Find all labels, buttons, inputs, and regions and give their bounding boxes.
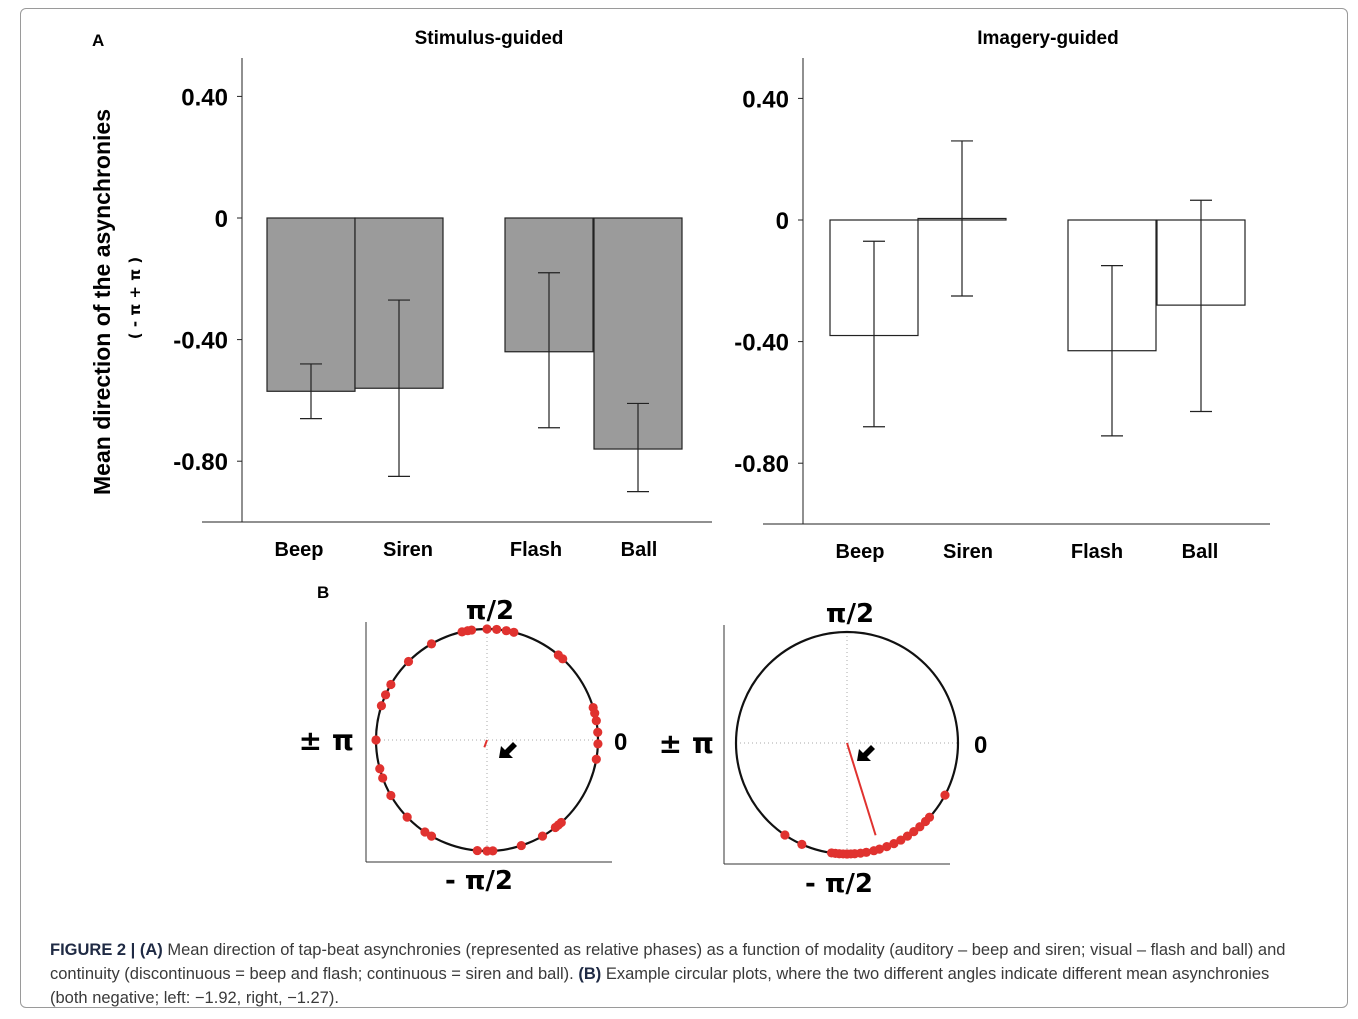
chart-title: Stimulus-guided — [415, 28, 564, 49]
data-point — [896, 835, 906, 845]
label-pi-half: π/2 — [826, 599, 874, 629]
y-tick-label: -0.40 — [173, 328, 228, 355]
data-point — [472, 845, 482, 856]
data-point — [537, 831, 548, 841]
data-point — [593, 739, 603, 749]
data-point — [874, 844, 885, 854]
x-tick-label-ball: Ball — [621, 539, 658, 561]
label-zero: 0 — [614, 729, 627, 756]
x-tick-label-flash: Flash — [510, 539, 562, 561]
x-tick-label-beep: Beep — [275, 539, 324, 561]
data-point — [553, 650, 563, 660]
data-point — [588, 702, 598, 713]
y-tick-label: 0.40 — [181, 84, 228, 111]
data-point — [420, 827, 430, 837]
y-axis-label: Mean direction of the asynchronies — [89, 109, 115, 495]
label-plus-minus-pi: ± π — [299, 724, 354, 757]
data-point — [386, 679, 396, 690]
data-point — [386, 790, 396, 801]
y-tick-label: -0.40 — [734, 330, 789, 357]
data-point — [482, 624, 492, 634]
data-point — [371, 735, 381, 745]
data-point — [940, 790, 950, 800]
circular-plot-right: π/2 - π/2 ± π 0 — [659, 599, 988, 899]
label-zero: 0 — [974, 732, 987, 759]
caption-figure-label: FIGURE 2 | — [50, 941, 140, 959]
chart-title: Imagery-guided — [977, 28, 1118, 49]
figure-caption: FIGURE 2 | (A) Mean direction of tap-bea… — [50, 938, 1310, 1010]
caption-b-label: (B) — [578, 965, 602, 983]
label-neg-pi-half: - π/2 — [805, 869, 873, 899]
data-point — [516, 840, 526, 851]
data-point — [426, 831, 437, 841]
bar-chart-stimulus-guided: Stimulus-guided 0.40 0 -0.40 -0.80 Beep Siren F… — [173, 28, 712, 561]
panel-b-label: B — [317, 583, 329, 602]
data-point — [488, 846, 498, 856]
caption-b-text: Example circular plots, where the two di… — [50, 965, 1270, 1007]
label-plus-minus-pi: ± π — [659, 727, 714, 760]
data-point — [861, 847, 871, 857]
data-point — [457, 627, 467, 637]
figure-frame — [20, 8, 1348, 1008]
data-point — [402, 812, 412, 822]
caption-a-text: Mean direction of tap-beat asynchronies … — [50, 941, 1286, 983]
y-tick-label: 0 — [215, 206, 228, 233]
y-tick-label: -0.80 — [734, 451, 789, 478]
data-point — [780, 830, 790, 840]
data-point — [403, 656, 414, 667]
data-point — [492, 624, 502, 635]
arrow-icon — [499, 742, 517, 758]
arrow-icon — [857, 745, 875, 761]
data-point — [501, 626, 511, 636]
bar-chart-imagery-guided: Imagery-guided 0.40 0 -0.40 -0.80 Beep Siren Fl… — [734, 28, 1270, 563]
data-point — [797, 839, 807, 850]
data-point — [426, 639, 437, 649]
data-point — [375, 764, 385, 774]
data-point — [882, 842, 892, 852]
mean-vector — [483, 739, 488, 748]
data-point — [591, 716, 601, 726]
x-tick-label-siren: Siren — [383, 539, 433, 561]
y-axis-sublabel: ( - π + π ) — [126, 257, 144, 339]
data-point — [556, 817, 566, 828]
x-tick-label-siren: Siren — [943, 541, 993, 563]
y-tick-label: 0.40 — [742, 86, 789, 113]
data-point — [378, 773, 388, 783]
data-point — [593, 727, 603, 737]
panel-a-label: A — [92, 31, 104, 50]
caption-a-label: (A) — [139, 941, 163, 959]
mean-vector — [846, 742, 877, 836]
label-neg-pi-half: - π/2 — [445, 866, 513, 896]
data-point — [509, 627, 519, 637]
circular-plot-left: π/2 - π/2 ± π 0 — [299, 596, 628, 896]
data-point — [591, 754, 601, 764]
y-tick-label: -0.80 — [173, 449, 228, 476]
data-point — [380, 690, 391, 700]
data-point — [889, 839, 899, 849]
bar-beep — [266, 217, 356, 392]
y-tick-label: 0 — [776, 208, 789, 235]
data-point — [376, 701, 387, 711]
x-tick-label-flash: Flash — [1071, 541, 1123, 563]
label-pi-half: π/2 — [466, 596, 514, 626]
x-tick-label-ball: Ball — [1182, 541, 1219, 563]
data-point — [924, 812, 935, 822]
figure-canvas: A B Mean direction of the asynchronies (… — [89, 28, 1270, 899]
x-tick-label-beep: Beep — [836, 541, 885, 563]
